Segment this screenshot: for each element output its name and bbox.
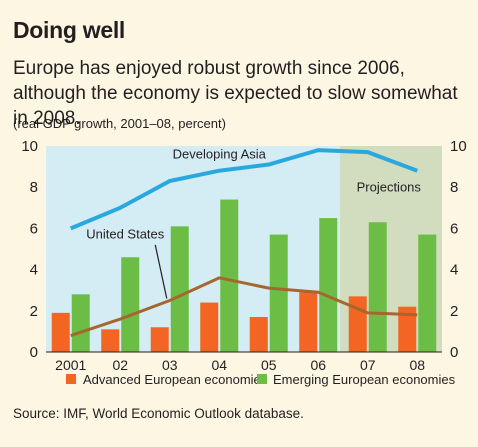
united-states-line	[70, 276, 418, 337]
legend-label-emerging: Emerging European economies	[273, 372, 456, 387]
emerging-bar	[368, 222, 387, 352]
projections-label: Projections	[357, 179, 422, 194]
advanced-bar	[200, 302, 219, 352]
advanced-bar	[398, 306, 417, 352]
x-tick-label: 08	[409, 357, 425, 373]
y-tick-label-left: 2	[30, 303, 38, 320]
advanced-bar	[249, 316, 268, 352]
chart-unit-note: (real GDP growth, 2001–08, percent)	[13, 116, 226, 131]
y-tick-label-right: 2	[450, 303, 458, 320]
chart-title: Doing well	[13, 17, 126, 43]
y-tick-label-right: 0	[450, 344, 458, 361]
united-states-pointer	[154, 244, 168, 299]
advanced-bar	[51, 312, 70, 352]
chart-subtitle: Europe has enjoyed robust growth since 2…	[13, 58, 458, 129]
x-tick-label: 06	[310, 357, 326, 373]
x-tick-label: 03	[162, 357, 178, 373]
y-tick-label-left: 6	[30, 220, 38, 237]
x-tick-label: 02	[112, 357, 128, 373]
emerging-bar	[220, 199, 239, 352]
developing-asia-label: Developing Asia	[173, 146, 267, 161]
x-tick-label: 2001	[55, 357, 86, 373]
y-tick-label-left: 0	[30, 344, 38, 361]
emerging-bar	[71, 294, 90, 352]
x-tick-label: 04	[211, 357, 227, 373]
advanced-bar	[299, 292, 318, 352]
y-tick-label-left: 4	[30, 262, 38, 279]
legend-swatch-advanced	[66, 374, 76, 384]
x-tick-label: 07	[360, 357, 376, 373]
emerging-bar	[418, 234, 437, 352]
advanced-bar	[150, 327, 169, 352]
y-tick-label-right: 8	[450, 179, 458, 196]
legend-swatch-emerging	[257, 374, 267, 384]
emerging-bar	[121, 257, 140, 352]
legend-label-advanced: Advanced European economies	[83, 372, 268, 387]
emerging-bar	[170, 226, 189, 352]
united-states-label: United States	[86, 227, 165, 242]
advanced-bar	[101, 329, 120, 352]
y-tick-label-right: 10	[450, 138, 467, 155]
y-tick-label-right: 4	[450, 262, 458, 279]
y-tick-label-left: 10	[21, 138, 38, 155]
source-note: Source: IMF, World Economic Outlook data…	[13, 406, 304, 421]
y-tick-label-right: 6	[450, 220, 458, 237]
developing-asia-line	[69, 148, 418, 231]
emerging-bar	[269, 234, 288, 352]
x-tick-label: 05	[261, 357, 277, 373]
emerging-bar	[319, 218, 338, 352]
y-tick-label-left: 8	[30, 179, 38, 196]
